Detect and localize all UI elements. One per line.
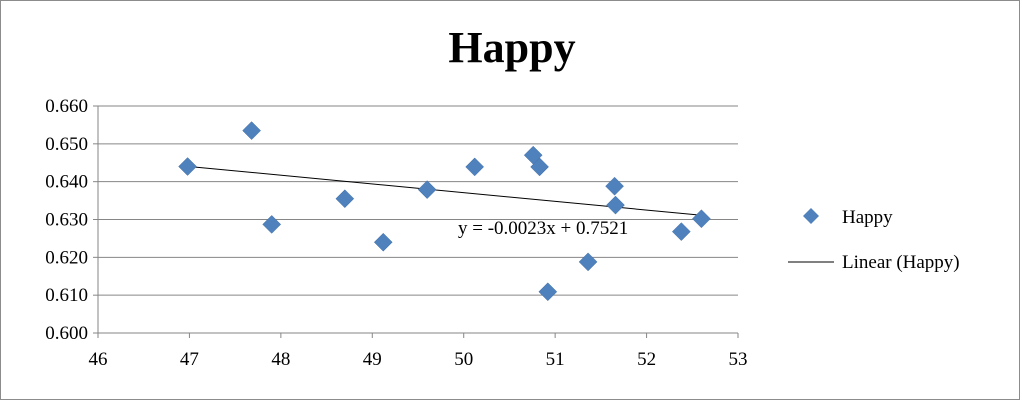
data-point	[465, 157, 485, 177]
data-point	[671, 222, 691, 241]
data-point	[530, 157, 549, 177]
data-point	[178, 157, 197, 176]
x-tick-label: 46	[89, 349, 108, 370]
y-tick-label: 0.630	[45, 210, 88, 231]
legend-label-linear: Linear (Happy)	[842, 252, 960, 273]
x-tick-label: 48	[271, 349, 290, 370]
y-tick-label: 0.610	[45, 285, 88, 306]
trendline	[187, 165, 702, 216]
gridlines	[98, 105, 738, 334]
data-point	[578, 252, 598, 272]
data-point	[606, 195, 625, 215]
y-tick-label: 0.600	[45, 323, 88, 344]
data-point	[538, 282, 558, 302]
y-tick-label: 0.660	[45, 96, 88, 117]
data-point	[692, 209, 711, 229]
data-point	[335, 189, 355, 209]
x-tick-label: 50	[454, 349, 473, 370]
y-tick-label: 0.650	[45, 134, 88, 155]
data-point	[373, 232, 393, 252]
x-tick-label: 53	[729, 349, 748, 370]
legend-marker-icon	[803, 208, 819, 224]
x-tick-label: 51	[546, 349, 565, 370]
axes: 0.600 0.610 0.620 0.630 0.640 0.650 0.660 46 47 4…	[45, 96, 747, 370]
x-tick-label: 49	[363, 349, 382, 370]
trendline-layer	[187, 165, 702, 216]
legend: Happy Linear (Happy)	[788, 207, 960, 273]
y-tick-label: 0.640	[45, 172, 88, 193]
data-points	[178, 121, 711, 302]
legend-label-happy: Happy	[842, 207, 893, 228]
y-tick-label: 0.620	[45, 247, 88, 268]
data-point	[242, 121, 261, 140]
trendline-equation: y = -0.0023x + 0.7521	[458, 218, 628, 239]
chart-title: Happy	[448, 23, 575, 72]
x-tick-label: 47	[180, 349, 199, 370]
legend-diamond-marker	[803, 208, 819, 224]
data-point	[262, 215, 282, 234]
data-point	[417, 180, 437, 199]
x-tick-label: 52	[637, 349, 656, 370]
data-point	[605, 176, 624, 196]
